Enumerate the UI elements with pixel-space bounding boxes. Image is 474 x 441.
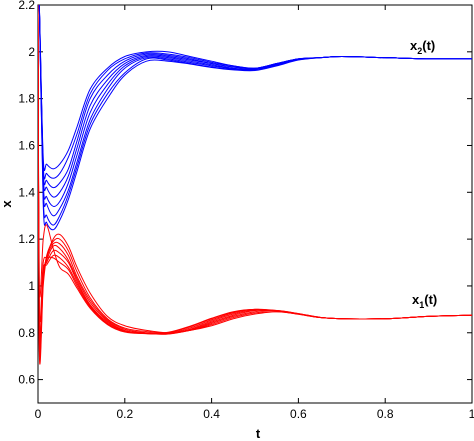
series-label-x2: x2(t) [410, 38, 435, 56]
x-axis-ticks: 0 0.2 0.4 0.6 0.8 1 [35, 5, 474, 421]
x-tick-label: 0.2 [116, 407, 133, 421]
trajectory-line [38, 5, 472, 231]
y-tick-label: 1.6 [18, 138, 35, 152]
y-tick-label: 1 [28, 279, 35, 293]
x-tick-label: 1 [469, 407, 474, 421]
x-tick-label: 0 [35, 407, 42, 421]
trajectory-line [38, 5, 472, 334]
y-tick-label: 0.6 [18, 373, 35, 387]
x-tick-label: 0.8 [377, 407, 394, 421]
x-tick-label: 0.6 [290, 407, 307, 421]
series-label-x1: x1(t) [412, 292, 437, 310]
y-tick-label: 2 [28, 45, 35, 59]
y-axis-ticks: 0.6 0.8 1 1.2 1.4 1.6 1.8 2 2.2 [18, 0, 472, 387]
series-x1 [38, 5, 472, 365]
series-x2 [38, 5, 472, 231]
y-tick-label: 1.4 [18, 185, 35, 199]
y-axis-label: x [0, 200, 14, 208]
x-tick-label: 0.4 [203, 407, 220, 421]
y-tick-label: 0.8 [18, 326, 35, 340]
trajectories-layer [38, 5, 472, 365]
plot-area [37, 4, 473, 404]
x-axis-label: t [256, 426, 261, 441]
y-tick-label: 1.8 [18, 92, 35, 106]
y-tick-label: 2.2 [18, 0, 35, 12]
y-tick-label: 1.2 [18, 232, 35, 246]
